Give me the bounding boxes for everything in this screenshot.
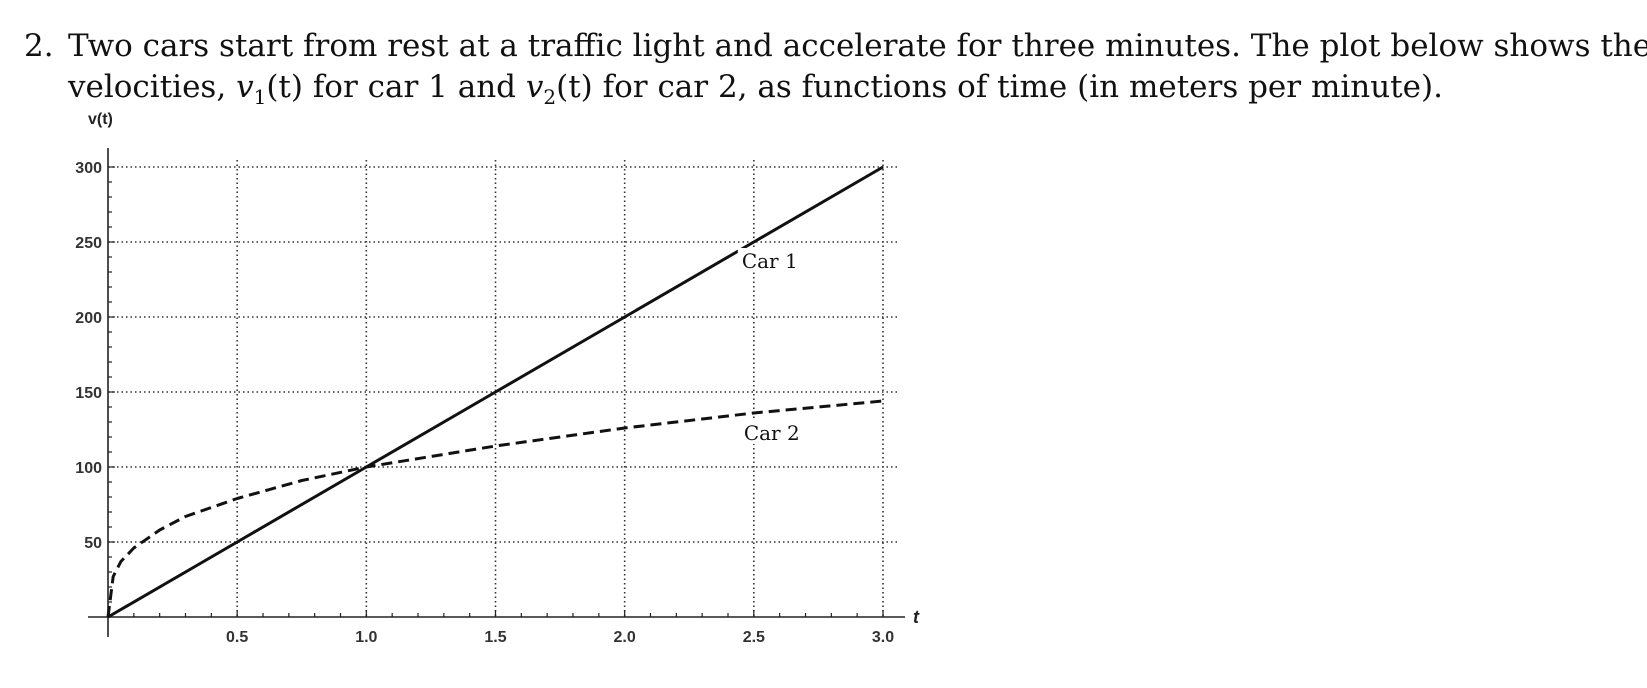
series-label-car-1: Car 1 xyxy=(742,249,798,273)
v1-symbol: v xyxy=(236,69,254,105)
v2-argument: (t) xyxy=(556,69,593,105)
problem-number: 2. xyxy=(24,28,54,64)
v2-subscript: 2 xyxy=(543,85,557,110)
y-tick-label-1: 100 xyxy=(75,460,102,477)
series-label-bg-1 xyxy=(739,420,800,444)
line2-suffix: for car 2, as functions of time (in mete… xyxy=(592,69,1443,105)
y-axis-title: v(t) xyxy=(88,111,113,128)
y-tick-label-0: 50 xyxy=(84,535,102,552)
line2-middle: for car 1 and xyxy=(302,69,526,105)
series-line-car-1 xyxy=(107,165,884,619)
series-label-car-2: Car 2 xyxy=(744,421,800,445)
x-tick-label-2: 1.5 xyxy=(484,629,506,646)
problem-line-2: velocities, v1(t) for car 1 and v2(t) fo… xyxy=(68,67,1443,108)
line2-prefix: velocities, xyxy=(68,69,237,105)
x-tick-label-1: 1.0 xyxy=(355,629,377,646)
series-label-bg-0 xyxy=(737,248,798,272)
x-tick-label-0: 0.5 xyxy=(226,629,248,646)
x-axis-title: t xyxy=(913,607,920,627)
y-tick-label-4: 250 xyxy=(75,235,102,252)
y-tick-label-2: 150 xyxy=(75,385,102,402)
x-tick-label-4: 2.5 xyxy=(743,629,765,646)
x-tick-label-3: 2.0 xyxy=(614,629,636,646)
series-line-car-2 xyxy=(106,399,884,618)
problem-line-1: Two cars start from rest at a traffic li… xyxy=(68,28,1647,64)
v1-argument: (t) xyxy=(266,69,303,105)
y-tick-label-5: 300 xyxy=(75,160,102,177)
y-tick-label-3: 200 xyxy=(75,310,102,327)
v2-symbol: v xyxy=(525,69,544,105)
x-tick-label-5: 3.0 xyxy=(872,629,894,646)
v1-subscript: 1 xyxy=(253,85,267,110)
